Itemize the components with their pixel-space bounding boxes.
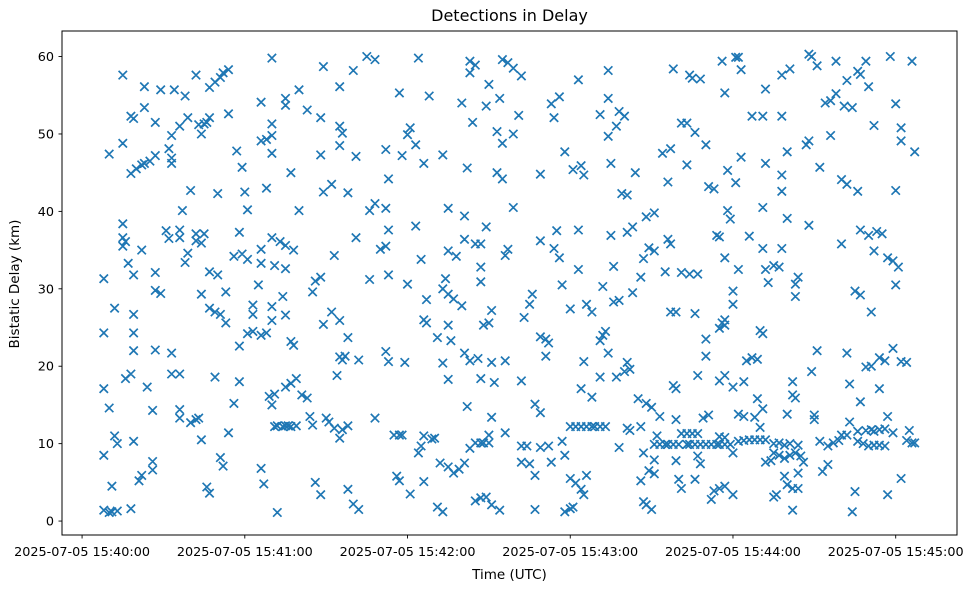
x-tick-label: 2025-07-05 15:41:00 xyxy=(177,545,313,560)
x-tick-label: 2025-07-05 15:42:00 xyxy=(340,545,476,560)
y-tick-label: 40 xyxy=(38,205,54,220)
y-tick-label: 60 xyxy=(38,50,54,65)
x-axis-label: Time (UTC) xyxy=(472,567,547,583)
y-axis-label: Bistatic Delay (km) xyxy=(7,219,23,349)
x-tick-label: 2025-07-05 15:40:00 xyxy=(14,545,150,560)
x-tick-label: 2025-07-05 15:45:00 xyxy=(828,545,964,560)
plot-frame xyxy=(61,30,958,536)
x-tick-label: 2025-07-05 15:44:00 xyxy=(665,545,801,560)
y-tick-label: 10 xyxy=(38,437,54,452)
chart-title: Detections in Delay xyxy=(431,6,588,25)
data-points xyxy=(98,49,920,518)
y-tick-label: 30 xyxy=(38,282,54,297)
y-tick-label: 0 xyxy=(46,515,54,530)
x-tick-label: 2025-07-05 15:43:00 xyxy=(502,545,638,560)
y-tick-label: 20 xyxy=(38,360,54,375)
y-tick-label: 50 xyxy=(38,127,54,142)
